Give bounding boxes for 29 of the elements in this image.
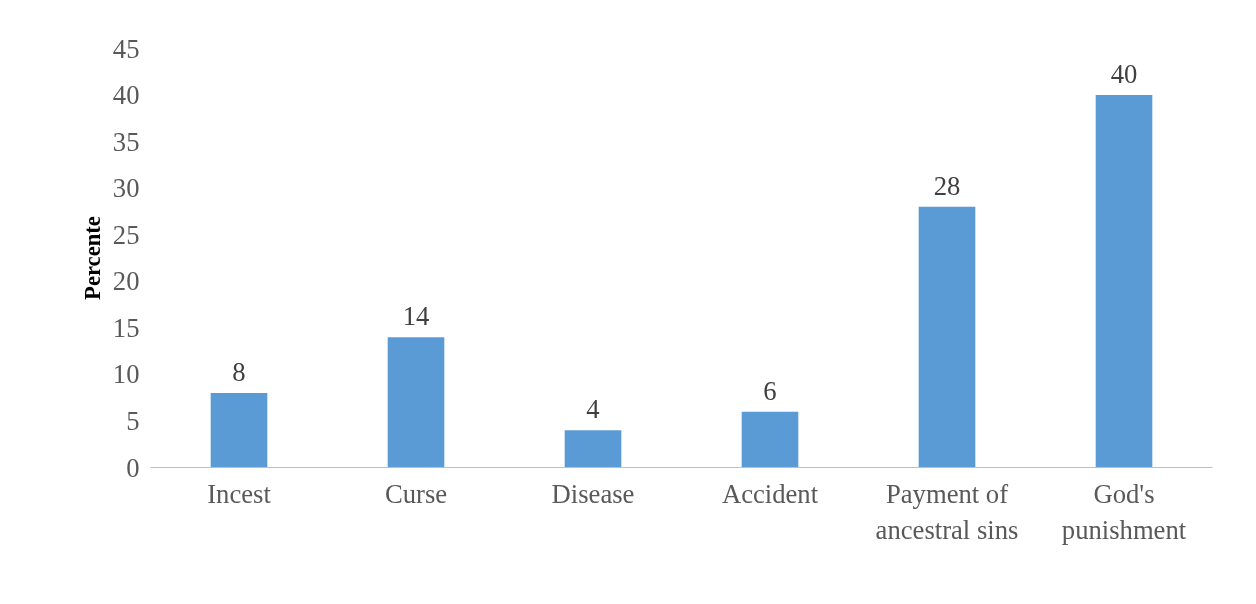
bar [918,206,976,468]
x-tick-label: Accident [721,478,819,509]
y-tick-label: 45 [112,33,140,64]
bar [387,337,445,468]
y-tick-label: 20 [112,266,140,297]
data-label: 6 [763,375,777,406]
y-tick-label: 10 [112,359,140,390]
x-tick-label: Curse [384,478,448,509]
bar [210,393,268,468]
y-tick-label: 5 [126,405,140,436]
x-tick-label: Incest [207,478,272,509]
data-label: 40 [1110,59,1138,90]
y-tick-label: 30 [112,173,140,204]
data-label: 14 [402,301,430,332]
y-tick-label: 25 [112,219,140,250]
data-label: 4 [586,394,600,425]
data-label: 28 [933,170,961,201]
x-tick-label: Payment of ancestral sins [875,478,1019,545]
data-label: 8 [232,357,246,388]
y-tick-label: 40 [112,80,140,111]
y-tick-label: 35 [112,126,140,157]
y-axis-title: Percente [79,216,105,300]
x-tick-label: Disease [551,478,635,509]
bar [564,430,622,468]
y-tick-label: 0 [126,452,140,483]
x-tick-label: God's punishment [1061,478,1187,545]
y-tick-label: 15 [112,312,140,343]
bar [1095,95,1153,468]
bar [741,411,799,468]
